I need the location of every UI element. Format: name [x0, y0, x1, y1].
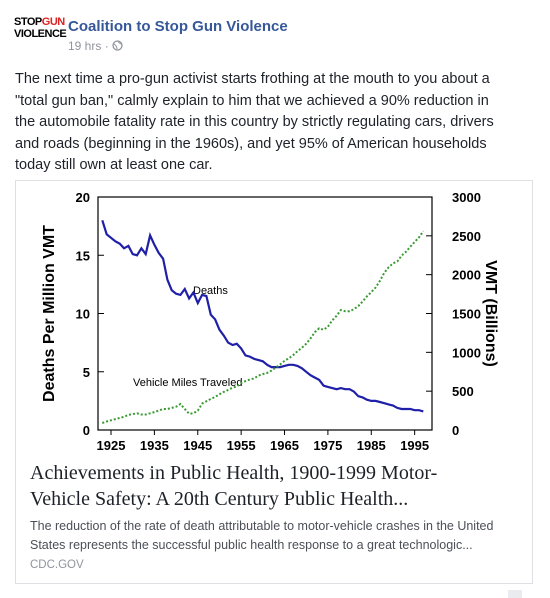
logo-text: STOP	[14, 16, 42, 28]
link-description-line: States represents the successful public …	[30, 538, 473, 552]
y2-tick-label: 0	[452, 423, 459, 438]
y2-tick-label: 1000	[452, 345, 481, 360]
y2-axis-label: VMT (Billions)	[482, 260, 499, 367]
x-tick-label: 1995	[400, 438, 429, 453]
plot-frame	[97, 196, 433, 431]
series-line	[101, 219, 424, 413]
page-name[interactable]: Coalition to Stop Gun Violence	[68, 18, 288, 35]
link-domain: CDC.GOV	[30, 559, 84, 571]
chart: 0 5 10 15 20 0 500 1000 1500 2000 2500 3000 1925 1935…	[41, 190, 499, 453]
body-line: "total gun ban," calmly explain to him t…	[15, 92, 489, 109]
y2-tick-label: 3000	[452, 190, 481, 205]
y-axis-label: Deaths Per Million VMT	[41, 225, 58, 402]
logo-text: VIOLENCE	[14, 28, 67, 40]
x-tick-label: 1925	[97, 438, 126, 453]
link-description-line: The reduction of the rate of death attri…	[30, 519, 494, 533]
body-line: the automobile fatality rate in this cou…	[15, 114, 494, 131]
x-tick-label: 1935	[140, 438, 169, 453]
x-tick-label: 1955	[227, 438, 256, 453]
x-tick-label: 1945	[183, 438, 212, 453]
y-tick-label: 15	[76, 248, 90, 263]
y2-tick-label: 500	[452, 384, 474, 399]
timestamp[interactable]: 19 hrs	[68, 39, 102, 53]
y-tick-label: 5	[83, 365, 90, 380]
y2-tick-label: 1500	[452, 307, 481, 322]
link-title-line: Vehicle Safety: A 20th Century Public He…	[30, 488, 409, 510]
x-tick-label: 1975	[313, 438, 342, 453]
body-line: today still own at least one car.	[15, 157, 213, 174]
y2-tick-label: 2000	[452, 268, 481, 283]
annotation: Deaths	[193, 285, 228, 297]
logo-text: GUN	[41, 16, 65, 28]
link-card[interactable]	[15, 180, 533, 584]
y-tick-label: 20	[76, 190, 90, 205]
annotation: Vehicle Miles Traveled	[133, 377, 242, 389]
y2-tick-label: 2500	[452, 229, 481, 244]
body-line: and roads (beginning in the 1960s), and …	[15, 135, 487, 152]
globe-icon	[112, 40, 123, 51]
x-tick-label: 1985	[357, 438, 386, 453]
y-tick-label: 10	[76, 307, 90, 322]
page-logo[interactable]: STOPGUN VIOLENCE	[14, 16, 67, 56]
footer-edge	[508, 590, 522, 598]
series-line	[101, 230, 425, 424]
timestamp-row: 19 hrs ·	[68, 39, 123, 53]
link-title-line: Achievements in Public Health, 1900-1999…	[30, 462, 438, 484]
x-tick-label: 1965	[270, 438, 299, 453]
body-line: The next time a pro-gun activist starts …	[15, 71, 490, 87]
y-tick-label: 0	[83, 423, 90, 438]
